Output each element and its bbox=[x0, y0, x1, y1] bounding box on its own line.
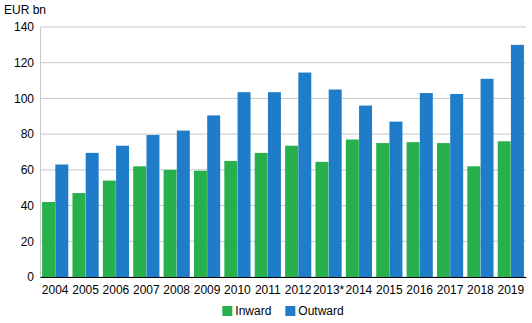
bar bbox=[315, 162, 328, 277]
bar bbox=[103, 181, 116, 277]
bar bbox=[133, 166, 146, 277]
x-tick: 2004 bbox=[42, 277, 69, 297]
x-tick: 2007 bbox=[133, 277, 160, 297]
bar bbox=[437, 143, 450, 277]
bar bbox=[359, 106, 372, 277]
x-tick-label: 2014 bbox=[346, 283, 373, 297]
y-tick-label: 0 bbox=[27, 270, 34, 284]
x-tick-label: 2010 bbox=[224, 283, 251, 297]
x-tick-label: 2008 bbox=[163, 283, 190, 297]
y-tick-label: 60 bbox=[21, 163, 35, 177]
bar bbox=[346, 140, 359, 278]
legend-item: Outward bbox=[285, 304, 343, 318]
x-tick-label: 2007 bbox=[133, 283, 160, 297]
plot: 0204060801001201402004200520062007200820… bbox=[14, 20, 527, 296]
x-tick-label: 2004 bbox=[42, 283, 69, 297]
bar bbox=[146, 135, 159, 277]
bar bbox=[389, 122, 402, 277]
legend-item: Inward bbox=[222, 304, 271, 318]
y-tick: 60 bbox=[21, 163, 40, 177]
bar bbox=[207, 115, 220, 277]
bar bbox=[224, 161, 237, 277]
y-tick: 140 bbox=[14, 20, 40, 34]
x-tick-label: 2013* bbox=[313, 283, 345, 297]
bar bbox=[177, 131, 190, 277]
bar bbox=[255, 153, 268, 277]
y-axis-line bbox=[40, 28, 41, 278]
bar bbox=[285, 146, 298, 277]
x-tick: 2013* bbox=[313, 277, 345, 297]
bar bbox=[407, 142, 420, 277]
bar bbox=[298, 73, 311, 277]
x-tick: 2006 bbox=[103, 277, 130, 297]
grid-line bbox=[40, 62, 526, 63]
x-axis: 20042005 200620072008 20092010 2011 20122013… bbox=[41, 277, 527, 297]
bar bbox=[55, 165, 68, 278]
x-tick-label: 2017 bbox=[437, 283, 464, 297]
x-tick-label: 2012 bbox=[285, 283, 312, 297]
bar bbox=[329, 90, 342, 278]
y-axis-title: EUR bn bbox=[4, 3, 46, 17]
y-tick: 20 bbox=[21, 235, 40, 249]
y-tick: 100 bbox=[14, 92, 40, 106]
x-tick-label: 2011 bbox=[255, 283, 281, 297]
y-tick-label: 140 bbox=[14, 20, 34, 34]
bar bbox=[450, 94, 463, 277]
x-tick-label: 2005 bbox=[72, 283, 99, 297]
bar bbox=[467, 166, 480, 277]
x-tick: 2008 bbox=[163, 277, 190, 297]
bar bbox=[42, 202, 55, 277]
bar bbox=[498, 141, 511, 277]
grid bbox=[40, 27, 526, 277]
x-tick: 2012 bbox=[285, 277, 312, 297]
bar bbox=[116, 146, 129, 277]
y-tick-label: 100 bbox=[14, 92, 34, 106]
legend-label: Outward bbox=[298, 304, 343, 318]
x-tick-label: 2016 bbox=[406, 283, 433, 297]
x-tick: 2019 bbox=[497, 277, 524, 297]
bar bbox=[238, 92, 251, 277]
y-tick-label: 20 bbox=[21, 235, 35, 249]
bar bbox=[86, 153, 99, 277]
bar bbox=[511, 45, 524, 277]
x-tick-label: 2009 bbox=[194, 283, 221, 297]
x-tick: 2009 bbox=[194, 277, 221, 297]
bar bbox=[481, 79, 494, 277]
legend-label: Inward bbox=[235, 304, 271, 318]
y-tick: 120 bbox=[14, 56, 40, 70]
x-tick-label: 2006 bbox=[103, 283, 130, 297]
x-tick-label: 2019 bbox=[497, 283, 524, 297]
x-tick-label: 2015 bbox=[376, 283, 403, 297]
legend-swatch bbox=[222, 306, 232, 316]
bar bbox=[376, 143, 389, 277]
y-tick: 0 bbox=[27, 270, 40, 284]
bars bbox=[42, 45, 524, 277]
bar bbox=[164, 170, 177, 277]
legend-swatch bbox=[285, 306, 295, 316]
x-tick: 2010 bbox=[224, 277, 251, 297]
y-tick-label: 80 bbox=[21, 127, 35, 141]
legend: Inward Outward bbox=[222, 304, 343, 318]
chart: 0204060801001201402004200520062007200820… bbox=[0, 0, 532, 323]
y-tick: 40 bbox=[21, 199, 40, 213]
bar-series bbox=[55, 45, 524, 277]
x-tick: 2017 bbox=[437, 277, 464, 297]
x-tick: 2005 bbox=[72, 277, 99, 297]
x-tick-label: 2018 bbox=[467, 283, 494, 297]
y-tick: 80 bbox=[21, 127, 40, 141]
x-tick: 2015 bbox=[376, 277, 403, 297]
bar bbox=[268, 92, 281, 277]
bar bbox=[194, 171, 207, 277]
x-tick: 2011 bbox=[255, 277, 281, 297]
y-tick-label: 40 bbox=[21, 199, 35, 213]
grid-line bbox=[40, 27, 526, 28]
x-tick: 2016 bbox=[406, 277, 433, 297]
y-tick-label: 120 bbox=[14, 56, 34, 70]
x-axis-line bbox=[41, 277, 527, 278]
x-tick: 2018 bbox=[467, 277, 494, 297]
bar bbox=[72, 193, 85, 277]
bar bbox=[420, 93, 433, 277]
y-axis: 0 20 40 60 80 100 120 140 bbox=[14, 20, 41, 284]
x-tick: 2014 bbox=[346, 277, 373, 297]
